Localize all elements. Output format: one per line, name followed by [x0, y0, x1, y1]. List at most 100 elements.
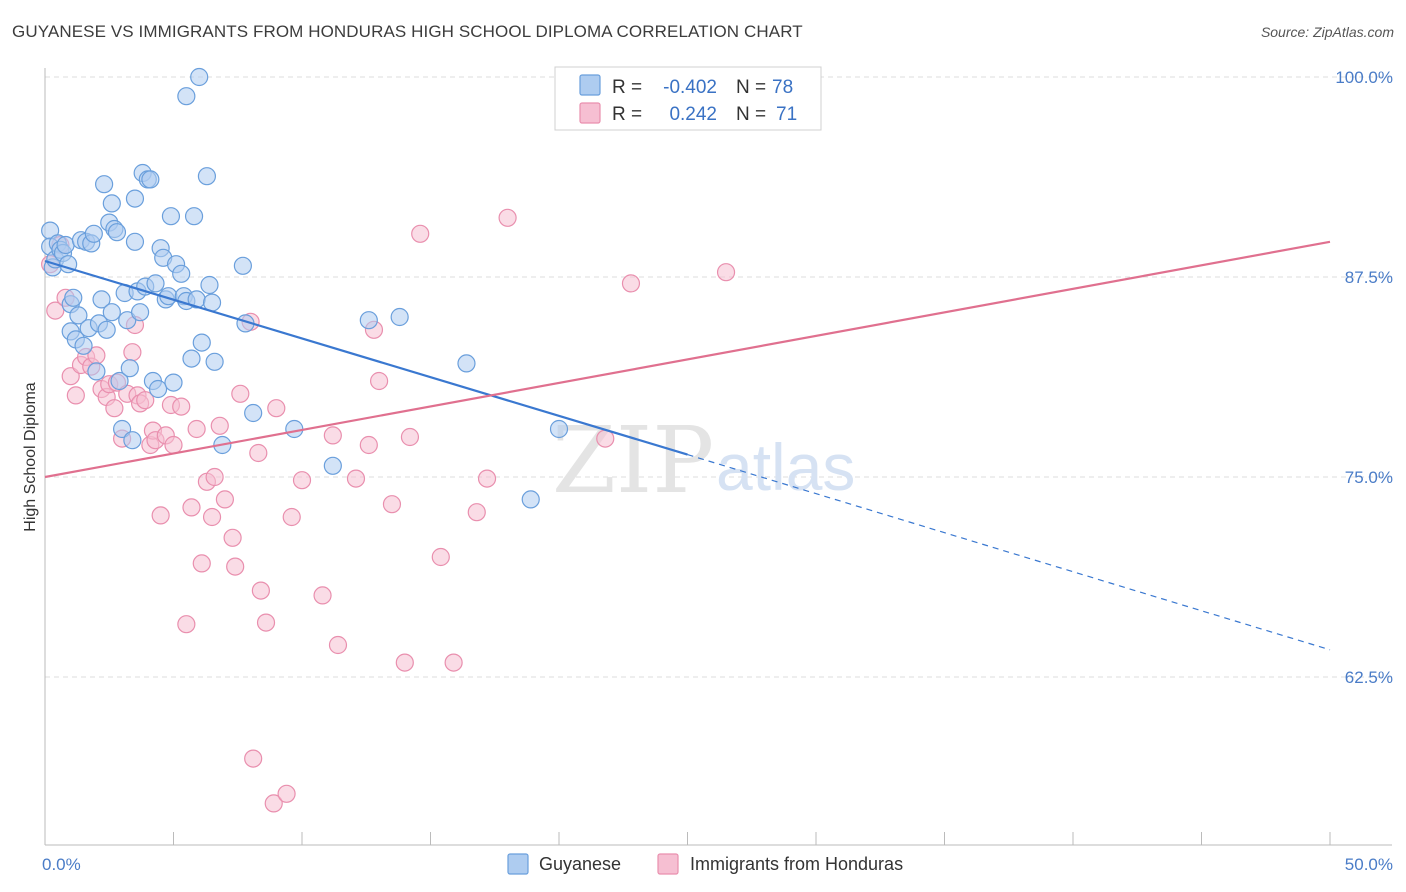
guyanese-point-66 [205, 352, 224, 371]
guyanese-point-45 [146, 274, 165, 293]
guyanese-point-29 [107, 223, 127, 242]
honduras-point-60 [395, 653, 414, 672]
guyanese-point-15 [74, 336, 93, 355]
guyanese-point-24 [97, 320, 116, 339]
honduras-point-32 [187, 419, 206, 439]
guyanese-point-58 [182, 349, 201, 368]
guyanese-point-77 [549, 419, 569, 439]
honduras-point-31 [182, 498, 201, 517]
guyanese-point-57 [177, 87, 196, 106]
honduras-point-21 [136, 391, 155, 410]
grid-lines [45, 76, 1392, 678]
bottom-legend-label-honduras: Immigrants from Honduras [690, 854, 903, 874]
honduras-point-58 [370, 371, 389, 391]
honduras-point-37 [210, 416, 229, 435]
honduras-point-35 [202, 507, 222, 527]
honduras-point-55 [346, 469, 366, 488]
guyanese-point-68 [233, 256, 252, 275]
honduras-point-39 [223, 528, 242, 547]
honduras-point-40 [226, 557, 245, 576]
guyanese-point-64 [200, 275, 219, 295]
guyanese-point-7 [56, 235, 75, 255]
y-tick-label-0: 62.5% [1345, 668, 1393, 687]
honduras-point-69 [621, 274, 641, 293]
y-axis-label: High School Diploma [22, 382, 39, 532]
guyanese-point-75 [457, 354, 476, 373]
guyanese-point-36 [125, 232, 145, 251]
honduras-point-25 [151, 506, 170, 525]
honduras-point-5 [66, 386, 85, 405]
axes [44, 68, 1392, 846]
guyanese-point-72 [323, 456, 342, 475]
legend-n-value-2: 71 [776, 104, 797, 125]
legend-r-label-1: R = [612, 77, 647, 98]
honduras-point-1 [46, 301, 65, 320]
legend-swatch-guyanese [579, 74, 601, 96]
guyanese-point-35 [123, 431, 142, 450]
guyanese-point-26 [102, 303, 121, 322]
bottom-legend-swatch-guyanese [507, 853, 529, 875]
guyanese-point-70 [244, 403, 263, 423]
legend-r-label-2: R = [612, 104, 647, 125]
guyanese-point-63 [197, 167, 217, 186]
series-guyanese-points [41, 67, 569, 509]
guyanese-point-54 [172, 264, 191, 283]
guyanese-point-74 [390, 307, 409, 327]
chart-title: GUYANESE VS IMMIGRANTS FROM HONDURAS HIG… [12, 22, 803, 41]
bottom-legend: Guyanese Immigrants from Honduras [507, 853, 903, 875]
watermark-atlas: atlas [716, 430, 855, 504]
honduras-point-51 [292, 471, 312, 490]
honduras-point-70 [716, 263, 736, 282]
honduras-point-28 [164, 435, 183, 455]
legend-r-value-1: -0.402 [663, 77, 717, 98]
honduras-point-67 [498, 208, 517, 227]
y-tick-label-3: 100.0% [1335, 68, 1393, 87]
honduras-point-54 [328, 635, 348, 655]
watermark-zip: ZIP [552, 407, 714, 514]
honduras-point-47 [264, 794, 283, 813]
guyanese-point-61 [190, 67, 209, 87]
guyanese-point-27 [102, 194, 121, 213]
guyanese-point-73 [359, 311, 378, 330]
honduras-point-48 [267, 399, 286, 418]
guyanese-point-62 [192, 333, 211, 352]
trend-line-honduras [44, 240, 1331, 479]
legend-n-label-2: N = [736, 104, 771, 125]
honduras-point-29 [172, 397, 191, 416]
honduras-point-53 [323, 426, 342, 445]
honduras-point-4 [61, 367, 80, 386]
honduras-point-63 [431, 547, 450, 567]
honduras-point-64 [444, 653, 463, 672]
guyanese-point-59 [184, 207, 204, 226]
honduras-point-56 [359, 435, 378, 455]
legend-swatch-honduras [579, 102, 601, 124]
guyanese-point-39 [130, 303, 150, 322]
honduras-point-50 [282, 507, 301, 527]
y-tick-labels: 62.5% 75.0% 87.5% 100.0% [1335, 68, 1393, 687]
top-legend: R = -0.402 N = 78 R = 0.242 N = 71 [554, 66, 822, 131]
chart-source: Source: ZipAtlas.com [1260, 24, 1394, 40]
guyanese-point-20 [87, 362, 106, 381]
honduras-point-30 [177, 615, 196, 634]
honduras-point-52 [313, 586, 332, 605]
legend-n-label-1: N = [736, 77, 771, 98]
honduras-point-13 [105, 399, 124, 418]
guyanese-point-30 [110, 371, 129, 391]
guyanese-point-22 [92, 290, 111, 309]
honduras-point-65 [467, 503, 486, 522]
trend-line-guyanese [44, 259, 688, 456]
x-tick-label-0: 0.0% [42, 855, 81, 874]
honduras-point-41 [231, 384, 250, 403]
guyanese-point-23 [95, 175, 114, 194]
honduras-point-59 [382, 495, 402, 514]
honduras-point-62 [411, 224, 430, 243]
y-tick-label-1: 75.0% [1345, 468, 1393, 487]
trend-lines [44, 240, 1331, 651]
guyanese-point-52 [164, 373, 183, 392]
guyanese-point-76 [521, 490, 540, 509]
honduras-point-17 [123, 343, 142, 362]
honduras-point-61 [400, 427, 420, 447]
honduras-point-46 [256, 613, 276, 632]
guyanese-point-37 [125, 189, 145, 208]
